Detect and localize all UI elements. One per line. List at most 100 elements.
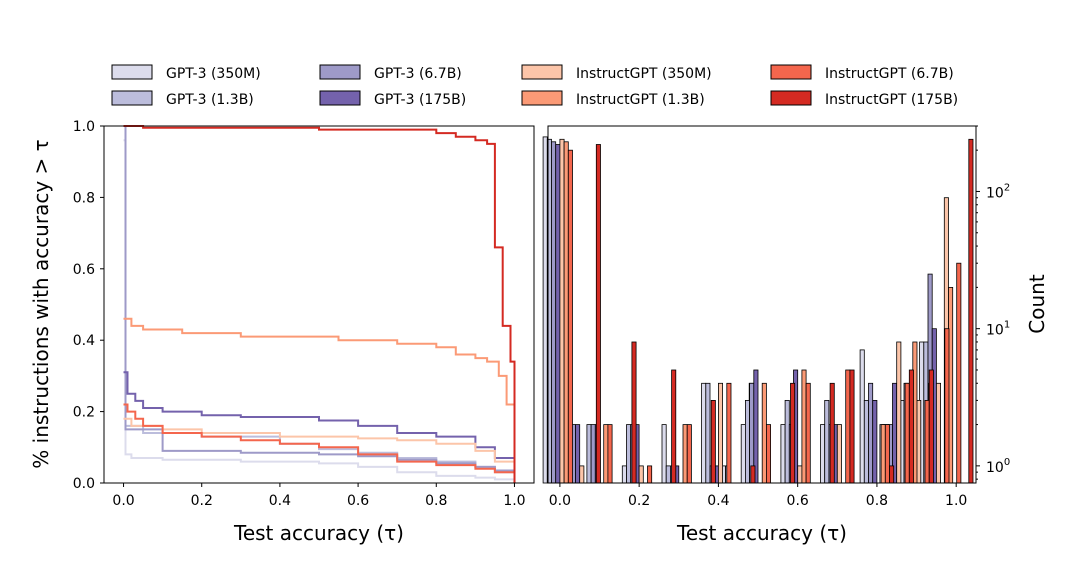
histogram-bar [701, 382, 707, 484]
y-tick-label: 0.2 [73, 405, 95, 421]
histogram-bar [647, 465, 653, 484]
histogram-bar [868, 382, 874, 484]
legend-swatch [111, 64, 153, 80]
x-tick-label: 1.0 [503, 493, 525, 509]
histogram-bar [845, 369, 851, 484]
right-plot-area [542, 136, 974, 484]
histogram-bar [575, 424, 581, 484]
series-line [123, 403, 516, 476]
y-tick-label: 102 [986, 182, 1010, 201]
histogram-bar [579, 465, 585, 484]
right-ticks: 0.0 0.2 0.4 0.6 0.8 1.0 100 101 102 [549, 125, 1010, 509]
histogram-bar [718, 382, 724, 484]
legend-item: InstructGPT (350M) [521, 64, 712, 82]
legend-label: GPT-3 (6.7B) [374, 66, 462, 82]
x-tick-label: 0.2 [191, 493, 213, 509]
y-tick-label: 0.6 [73, 262, 95, 278]
legend-label: GPT-3 (175B) [374, 92, 466, 108]
histogram-bar [820, 424, 826, 484]
y-tick-label: 0.4 [73, 333, 95, 349]
legend-item: InstructGPT (175B) [770, 90, 958, 108]
x-tick-label: 0.4 [269, 493, 291, 509]
histogram-bar [884, 424, 890, 484]
histogram-bar [626, 424, 632, 484]
x-tick-label: 0.4 [707, 493, 729, 509]
right-x-axis-label: Test accuracy (τ) [676, 521, 847, 545]
histogram-bar [586, 424, 592, 484]
series-line [123, 125, 516, 483]
histogram-bar [797, 465, 803, 484]
histogram-bar [726, 382, 732, 484]
histogram-bar [750, 465, 756, 484]
legend-label: InstructGPT (1.3B) [576, 92, 705, 108]
histogram-bar [849, 369, 855, 484]
histogram-bar [790, 382, 796, 484]
left-x-axis-label: Test accuracy (τ) [233, 521, 404, 545]
legend-item: InstructGPT (6.7B) [770, 64, 954, 82]
right-y-axis-label: Count [1025, 274, 1049, 334]
histogram-bar [563, 141, 569, 484]
histogram-bar [551, 141, 557, 484]
histogram-bar [710, 399, 716, 484]
series-line [123, 125, 516, 480]
legend-item: GPT-3 (1.3B) [111, 90, 254, 108]
histogram-bar [761, 382, 767, 484]
histogram-bar [956, 262, 962, 484]
histogram-bar [801, 369, 807, 484]
legend-swatch [521, 90, 563, 106]
legend-item: GPT-3 (6.7B) [319, 64, 462, 82]
histogram-bar [595, 144, 601, 484]
histogram-bar [805, 382, 811, 484]
y-tick-label: 0.8 [73, 190, 95, 206]
histogram-bar [682, 424, 688, 484]
x-tick-label: 0.0 [112, 493, 134, 509]
histogram-bar [555, 144, 561, 484]
x-tick-label: 0.6 [787, 493, 809, 509]
histogram-bar [607, 424, 613, 484]
histogram-bar [705, 382, 711, 484]
legend-swatch [111, 90, 153, 106]
legend-swatch [319, 90, 361, 106]
histogram-bar [880, 424, 886, 484]
histogram-bar [603, 424, 609, 484]
histogram-bar [631, 341, 637, 484]
left-ticks: 0.0 0.2 0.4 0.6 0.8 1.0 0.0 0.2 0.4 0.6 0.8 1.0 [73, 119, 526, 509]
histogram-bar [872, 399, 878, 484]
right-axes-frame [547, 125, 977, 484]
x-tick-label: 0.8 [866, 493, 888, 509]
x-tick-label: 0.6 [347, 493, 369, 509]
histogram-bar [766, 424, 772, 484]
series-line [123, 317, 516, 483]
histogram-bar [559, 138, 565, 484]
histogram-bar [968, 138, 974, 484]
y-tick-label: 0.0 [73, 476, 95, 492]
legend-swatch [770, 90, 812, 106]
legend-label: InstructGPT (350M) [576, 66, 712, 82]
histogram-bar [780, 424, 786, 484]
histogram-bar [836, 424, 842, 484]
legend-swatch [770, 64, 812, 80]
histogram-bar [829, 382, 835, 484]
histogram-bar [745, 399, 751, 484]
histogram-bar [889, 465, 895, 484]
legend-label: GPT-3 (350M) [166, 66, 261, 82]
histogram-bar [944, 328, 950, 484]
histogram-bar [542, 136, 548, 484]
legend-label: InstructGPT (6.7B) [825, 66, 954, 82]
histogram-bar [824, 399, 830, 484]
histogram-bar [928, 369, 934, 484]
x-tick-label: 0.8 [425, 493, 447, 509]
x-tick-label: 0.2 [628, 493, 650, 509]
left-axes-frame [103, 125, 535, 484]
histogram-bar [671, 369, 677, 484]
y-tick-label: 1.0 [73, 119, 95, 135]
histogram-bar [621, 465, 627, 484]
legend-swatch [521, 64, 563, 80]
histogram-bar [859, 349, 865, 484]
series-line [123, 139, 516, 483]
histogram-bar [896, 341, 902, 484]
histogram-bar [686, 424, 692, 484]
histogram-bar [567, 149, 573, 484]
histogram-bar [863, 399, 869, 484]
